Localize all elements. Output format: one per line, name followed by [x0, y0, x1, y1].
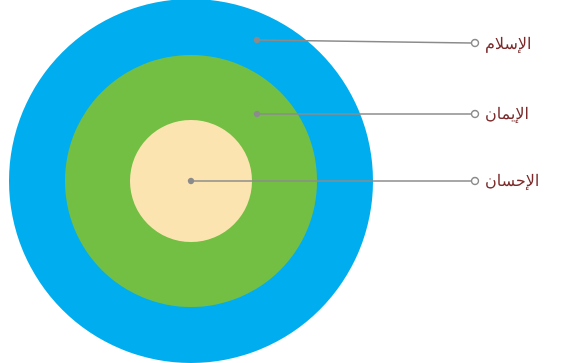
connector-endpoint-ihsan — [470, 176, 480, 186]
label-islam: الإسلام — [485, 34, 532, 53]
connector-endpoint-iman — [470, 109, 480, 119]
label-ihsan: الإحسان — [485, 171, 540, 190]
connector-line-islam — [256, 39, 472, 44]
connector-dot-islam — [253, 36, 261, 44]
connector-endpoint-islam — [470, 38, 480, 48]
connector-dot-ihsan — [187, 177, 195, 185]
connector-dot-iman — [253, 110, 261, 118]
label-iman: الإيمان — [485, 104, 529, 123]
